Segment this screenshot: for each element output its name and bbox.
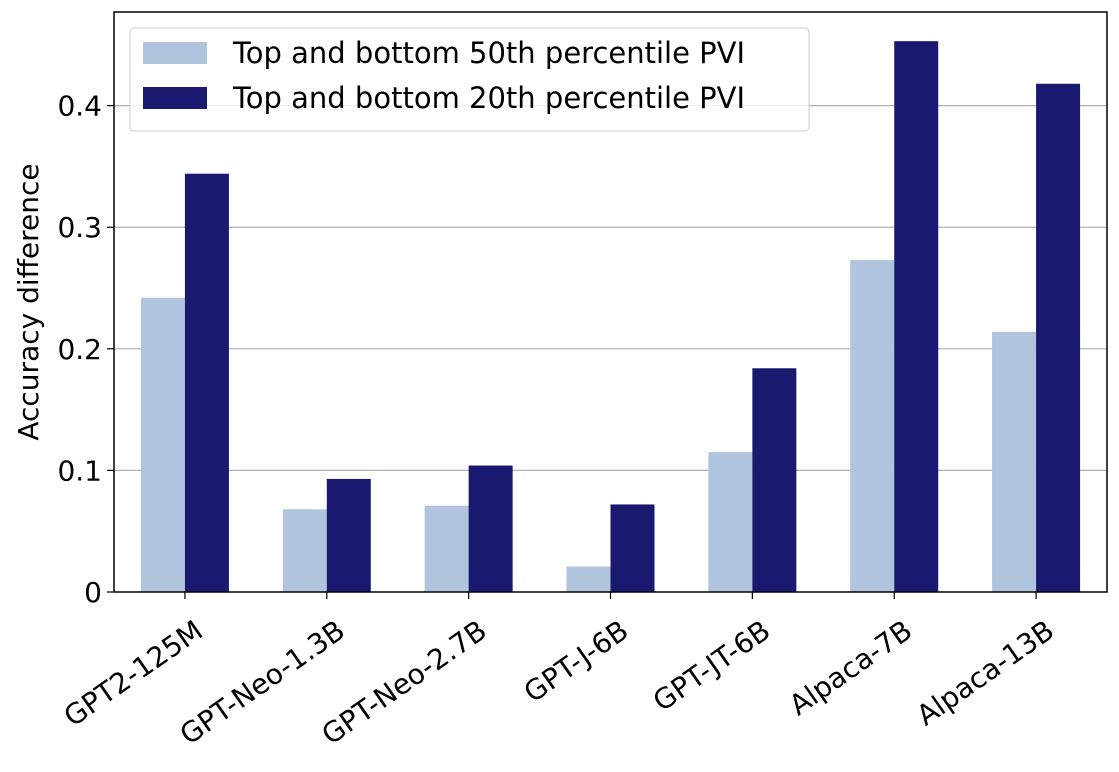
bar-gpt-jt-6b-series-1 [752, 368, 797, 592]
bar-gpt-neo-1-3b-series-1 [326, 478, 371, 592]
legend-label-20th: Top and bottom 20th percentile PVI [232, 81, 745, 115]
y-axis-label: Accuracy difference [12, 163, 45, 440]
y-axis-ticks: 0 0.1 0.2 0.3 0.4 [57, 90, 114, 609]
bar-gpt-j-6b-series-1 [610, 504, 655, 592]
legend: Top and bottom 50th percentile PVI Top a… [129, 27, 810, 132]
legend-swatch-20th [143, 87, 207, 109]
y-tick-label: 0.2 [57, 333, 102, 366]
legend-box [129, 27, 810, 132]
bar-gpt-j-6b-series-0 [566, 566, 611, 592]
x-tick-label: GPT-JT-6B [647, 614, 776, 718]
bar-alpaca-7b-series-1 [894, 41, 939, 593]
bar-alpaca-13b-series-0 [992, 331, 1037, 592]
bar-gpt-neo-2-7b-series-1 [468, 465, 513, 592]
x-tick-label: Alpaca-13B [911, 614, 1060, 732]
grid-lines [114, 105, 1107, 472]
bar-gpt2-125m-series-0 [140, 297, 185, 592]
bar-alpaca-13b-series-1 [1036, 83, 1081, 592]
y-tick-label: 0.1 [57, 454, 102, 487]
x-tick-label: GPT-J-6B [518, 614, 635, 709]
y-tick-label: 0.4 [57, 90, 102, 123]
x-tick-label: Alpaca-7B [783, 614, 918, 722]
y-tick-label: 0 [84, 576, 102, 609]
bars [140, 41, 1081, 593]
y-tick-label: 0.3 [57, 211, 102, 244]
bar-gpt-neo-2-7b-series-0 [424, 505, 469, 592]
bar-gpt-jt-6b-series-0 [708, 452, 753, 592]
bar-gpt-neo-1-3b-series-0 [282, 509, 327, 592]
legend-label-50th: Top and bottom 50th percentile PVI [232, 36, 745, 70]
bar-gpt2-125m-series-1 [184, 173, 229, 593]
legend-swatch-50th [143, 42, 207, 64]
bar-alpaca-7b-series-0 [850, 260, 895, 592]
